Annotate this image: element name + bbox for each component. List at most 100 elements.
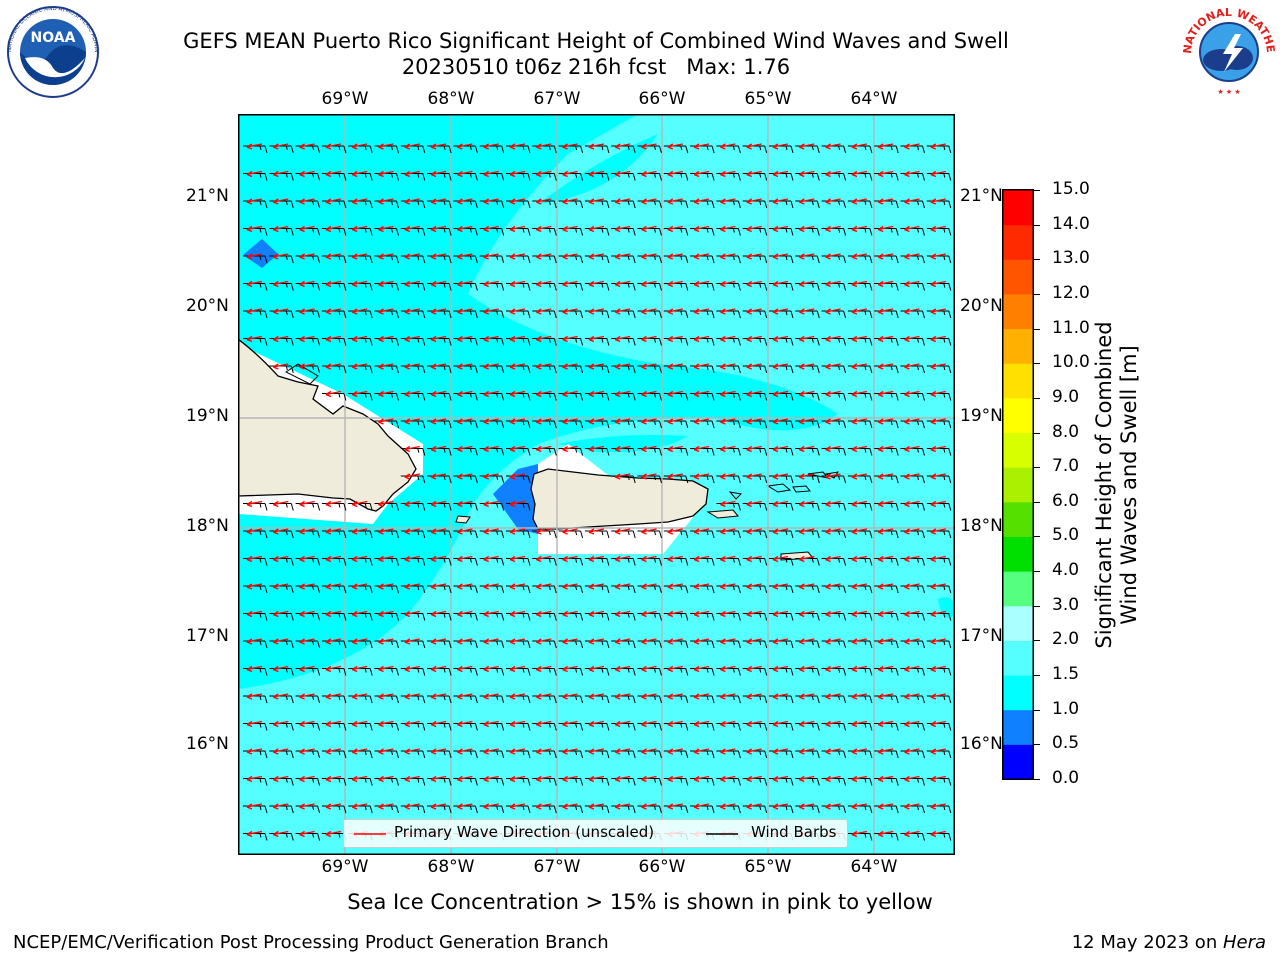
colorbar-tick-mark [1034,397,1040,399]
wave-direction-arrow [798,308,815,315]
wave-direction-arrow [641,555,657,563]
wave-direction-arrow [825,225,841,233]
colorbar-tick-label: 14.0 [1052,213,1090,234]
colorbar-tick-mark [1034,571,1040,573]
wave-direction-arrow [877,693,894,700]
wave-direction-arrow [404,418,420,425]
colorbar-label-line1: Significant Height of Combined [1092,321,1116,649]
wave-direction-arrow [483,445,499,453]
wave-direction-arrow [562,363,578,370]
wave-direction-arrow [483,528,499,535]
wave-direction-arrow [299,638,315,645]
wave-direction-arrow [535,748,552,755]
wave-direction-arrow [351,335,368,343]
wave-direction-arrow [641,528,657,535]
wave-direction-arrow [825,253,841,260]
wave-direction-arrow [562,720,578,728]
wave-direction-arrow [351,528,368,535]
wave-direction-arrow [825,363,841,370]
lat-label-right: 20°N [960,296,1003,316]
wave-direction-arrow [667,610,683,618]
wave-direction-arrow [798,638,815,645]
lat-label-left: 21°N [186,186,229,206]
wave-direction-arrow [404,528,420,535]
wave-direction-arrow [641,280,657,288]
wave-direction-arrow [851,335,868,343]
wave-direction-arrow [720,280,736,288]
wave-direction-arrow [588,198,605,205]
wave-direction-arrow [562,198,578,205]
wave-direction-arrow [904,830,920,838]
footer-branch: NCEP/EMC/Verification Post Processing Pr… [13,932,609,953]
wave-direction-arrow [641,775,657,783]
wave-direction-arrow [877,583,894,590]
wave-direction-arrow [562,418,578,425]
wave-direction-arrow [588,143,605,150]
wave-direction-arrow [272,308,289,315]
wave-direction-arrow [851,390,868,398]
wave-direction-arrow [483,225,499,233]
wave-direction-arrow [562,748,578,755]
wave-direction-arrow [904,143,920,150]
wave-direction-arrow [509,583,526,590]
wave-direction-arrow [562,665,578,673]
wave-direction-arrow [509,748,526,755]
wave-direction-arrow [746,170,762,178]
wave-direction-arrow [825,775,841,783]
wave-direction-arrow [693,693,710,700]
wave-direction-arrow [588,555,605,563]
wave-direction-arrow [299,280,315,288]
colorbar-tick-mark [1034,709,1040,711]
wave-direction-arrow [667,555,683,563]
wave-direction-arrow [720,143,736,150]
wave-direction-arrow [483,363,499,370]
wave-direction-arrow [509,308,526,315]
wave-direction-arrow [509,775,526,783]
wave-direction-arrow [772,170,789,178]
wave-direction-arrow [325,308,342,315]
wave-direction-arrow [904,555,920,563]
wave-direction-arrow [378,225,394,233]
wave-direction-arrow [772,748,789,755]
wave-direction-arrow [904,803,920,810]
wave-direction-arrow [272,775,289,783]
wave-direction-arrow [693,418,710,425]
land-hispaniola [238,338,417,512]
wave-direction-arrow [746,803,762,810]
wave-direction-arrow [877,308,894,315]
wave-direction-arrow [772,473,789,480]
wave-direction-arrow [430,528,447,535]
wave-direction-arrow [483,280,499,288]
wave-direction-arrow [483,335,499,343]
wave-direction-arrow [483,583,499,590]
colorbar-tick-label: 2.0 [1052,629,1080,650]
wave-direction-arrow [272,830,289,838]
wave-direction-arrow [378,308,394,315]
wave-direction-arrow [378,610,394,618]
wave-direction-arrow [378,198,394,205]
wave-direction-arrow [483,500,499,508]
wave-direction-arrow [667,720,683,728]
wave-direction-arrow [246,308,263,315]
wave-direction-arrow [772,555,789,563]
wave-direction-arrow [825,528,841,535]
wave-direction-arrow [483,610,499,618]
wave-direction-arrow [430,308,447,315]
wave-direction-arrow [641,143,657,150]
wave-direction-arrow [825,445,841,453]
wave-direction-arrow [588,170,605,178]
wave-direction-arrow [483,720,499,728]
wave-direction-arrow [693,280,710,288]
wave-direction-arrow [299,610,315,618]
wave-direction-arrow [720,418,736,425]
wave-direction-arrow [378,390,394,398]
colorbar-segment [1003,501,1033,537]
wave-direction-arrow [772,308,789,315]
wave-direction-arrow [930,638,946,645]
wave-direction-arrow [746,748,762,755]
wave-direction-arrow [772,198,789,205]
wave-direction-arrow [535,363,552,370]
wave-direction-arrow [325,555,342,563]
wave-direction-arrow [930,720,946,728]
wave-direction-arrow [430,803,447,810]
